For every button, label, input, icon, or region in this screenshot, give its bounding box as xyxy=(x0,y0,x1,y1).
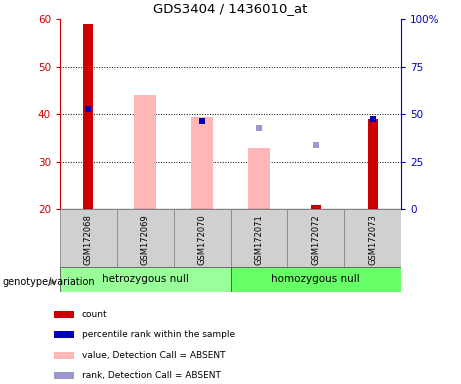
Bar xyxy=(54,311,74,318)
Bar xyxy=(54,352,74,359)
Point xyxy=(255,126,263,132)
Bar xyxy=(230,209,287,267)
Bar xyxy=(344,209,401,267)
Bar xyxy=(191,117,213,209)
Text: GSM172070: GSM172070 xyxy=(198,214,207,265)
Bar xyxy=(287,209,344,267)
Bar xyxy=(367,119,378,209)
Bar xyxy=(54,372,74,379)
Text: GSM172069: GSM172069 xyxy=(141,214,150,265)
Text: GSM172071: GSM172071 xyxy=(254,214,263,265)
Text: value, Detection Call = ABSENT: value, Detection Call = ABSENT xyxy=(82,351,225,360)
Text: count: count xyxy=(82,310,107,319)
Bar xyxy=(135,95,156,209)
Bar xyxy=(54,331,74,338)
Bar xyxy=(60,209,117,267)
Text: hetrozygous null: hetrozygous null xyxy=(102,274,189,285)
Point xyxy=(198,118,206,124)
Text: GSM172073: GSM172073 xyxy=(368,214,377,265)
Bar xyxy=(311,205,321,209)
Bar xyxy=(230,267,401,292)
Point xyxy=(369,116,376,122)
Text: genotype/variation: genotype/variation xyxy=(2,277,95,287)
Text: GSM172068: GSM172068 xyxy=(84,214,93,265)
Title: GDS3404 / 1436010_at: GDS3404 / 1436010_at xyxy=(154,2,307,15)
Text: homozygous null: homozygous null xyxy=(272,274,360,285)
Text: rank, Detection Call = ABSENT: rank, Detection Call = ABSENT xyxy=(82,371,221,380)
Text: percentile rank within the sample: percentile rank within the sample xyxy=(82,330,235,339)
Bar xyxy=(174,209,230,267)
Point xyxy=(85,106,92,113)
Bar xyxy=(83,24,94,209)
Bar xyxy=(60,267,230,292)
Bar xyxy=(248,147,270,209)
Bar xyxy=(117,209,174,267)
Text: GSM172072: GSM172072 xyxy=(311,214,320,265)
Point xyxy=(312,142,319,148)
